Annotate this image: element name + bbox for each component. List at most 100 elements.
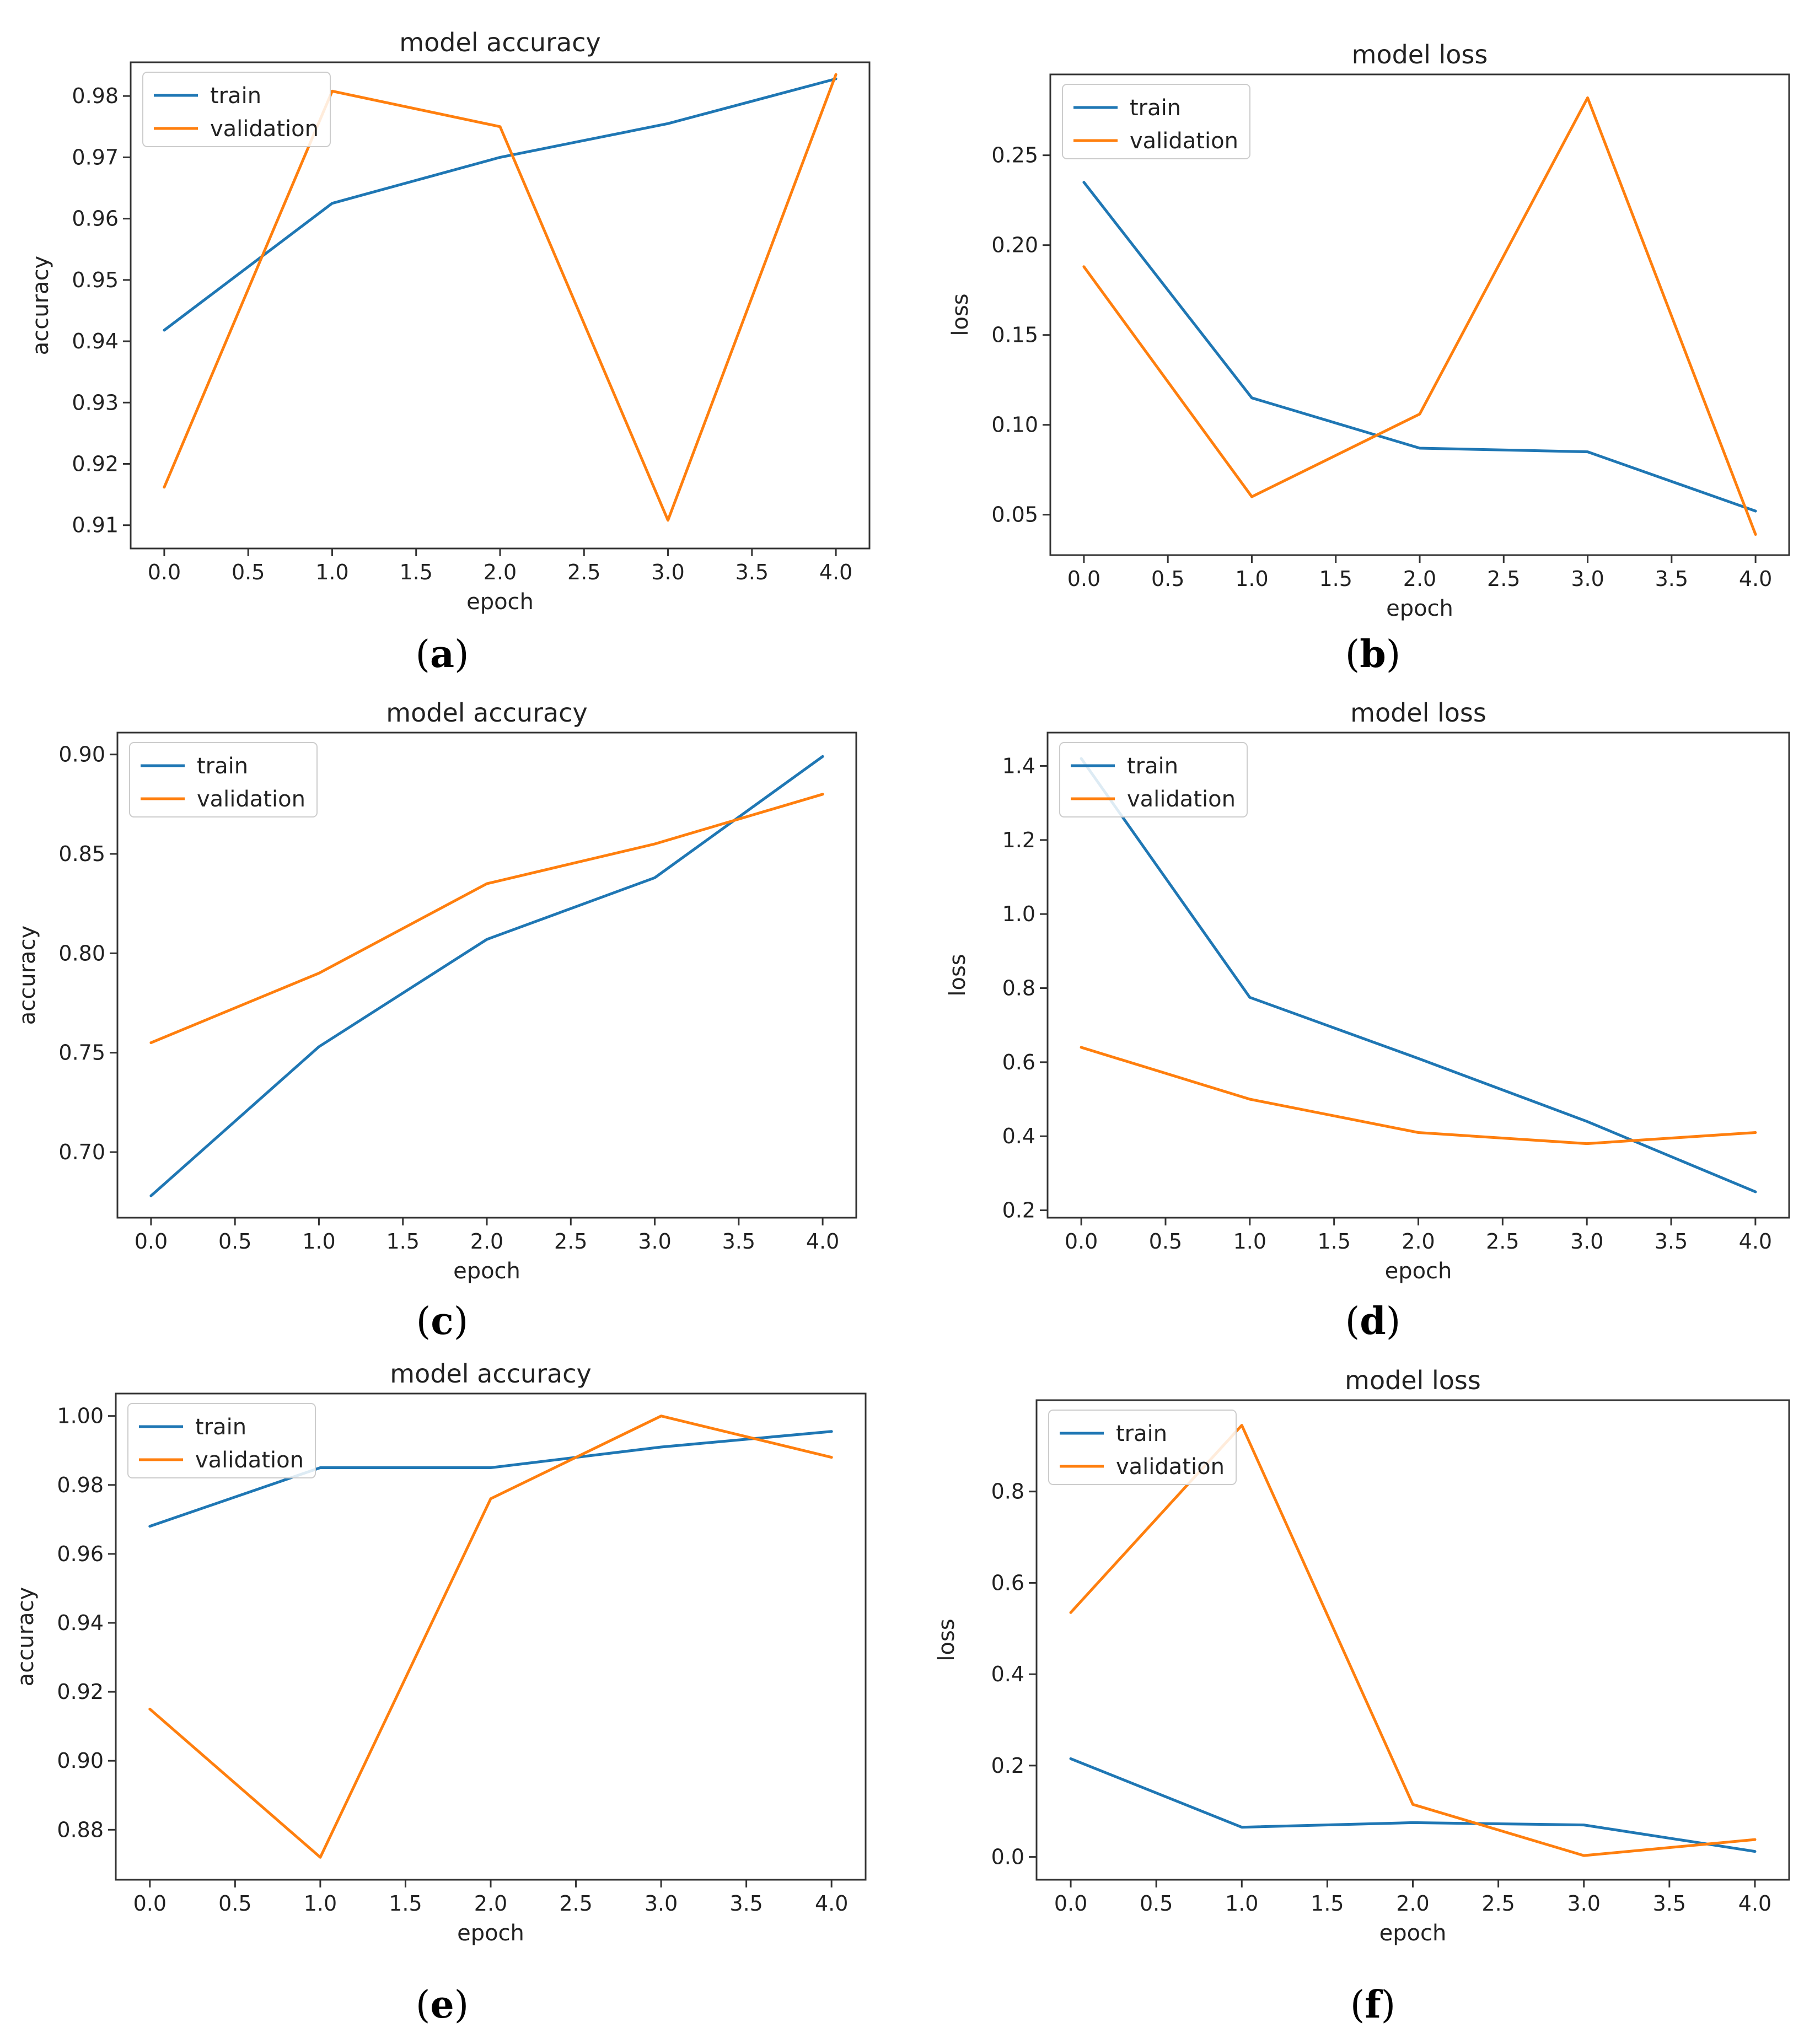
y-axis-label: loss — [934, 1618, 959, 1661]
y-tick-label: 0.91 — [72, 513, 119, 537]
legend-label-validation: validation — [1116, 1454, 1225, 1480]
series-line-validation — [148, 1415, 833, 1859]
y-tick-label: 0.20 — [991, 233, 1038, 257]
x-tick-label: 0.5 — [218, 1229, 251, 1254]
y-tick-label: 0.97 — [72, 145, 119, 169]
y-tick-label: 0.10 — [991, 413, 1038, 437]
y-tick-label: 0.15 — [991, 323, 1038, 347]
x-tick-label: 2.0 — [484, 560, 517, 584]
y-tick-label: 0.0 — [991, 1845, 1024, 1869]
y-tick-label: 0.8 — [991, 1480, 1024, 1504]
legend-label-validation: validation — [1127, 787, 1236, 812]
legend-label-validation: validation — [195, 1448, 304, 1473]
chart-title: model accuracy — [390, 1359, 591, 1389]
y-tick-label: 0.4 — [991, 1662, 1024, 1686]
x-tick-label: 4.0 — [819, 560, 852, 584]
x-tick-label: 2.5 — [1486, 1229, 1519, 1254]
legend-label-train: train — [1116, 1421, 1167, 1446]
chart-title: model accuracy — [399, 28, 600, 57]
x-tick-label: 3.5 — [722, 1229, 755, 1254]
series-line-train — [149, 755, 824, 1197]
x-tick-label: 0.0 — [1067, 567, 1100, 591]
panel-label: (d) — [1345, 1299, 1401, 1343]
y-tick-label: 1.2 — [1002, 828, 1035, 852]
x-tick-label: 1.0 — [1235, 567, 1268, 591]
x-tick-label: 1.5 — [1319, 567, 1352, 591]
y-tick-label: 0.05 — [991, 503, 1038, 527]
panel-label-letter: e — [430, 1983, 454, 2027]
x-tick-label: 1.5 — [400, 560, 433, 584]
x-tick-label: 1.0 — [304, 1891, 337, 1916]
x-tick-label: 1.0 — [1225, 1891, 1258, 1916]
y-tick-label: 0.6 — [991, 1571, 1024, 1595]
x-tick-label: 1.5 — [1311, 1891, 1344, 1916]
chart-panel-d: model loss 0.0 0.5 1.0 1.5 2.0 2.5 3.0 3.5 4.0 0.2… — [945, 698, 1790, 1343]
chart-panel-a: model accuracy 0.0 0.5 1.0 1.5 2.0 2.5 3.0 3.5 4.… — [28, 28, 871, 676]
x-tick-label: 2.5 — [1487, 567, 1520, 591]
series-line-validation — [163, 73, 837, 522]
legend-label-validation: validation — [210, 116, 319, 142]
y-tick-label: 1.0 — [1002, 902, 1035, 926]
chart-title: model loss — [1345, 1365, 1481, 1395]
x-axis-label: epoch — [1386, 596, 1453, 621]
x-tick-label: 3.5 — [729, 1891, 763, 1916]
y-tick-label: 0.6 — [1002, 1050, 1035, 1074]
x-tick-label: 3.0 — [1570, 1229, 1603, 1254]
x-tick-label: 2.0 — [1403, 567, 1436, 591]
x-tick-label: 4.0 — [1738, 1891, 1771, 1916]
series-line-train — [163, 77, 837, 332]
x-tick-label: 0.5 — [232, 560, 265, 584]
y-tick-label: 0.85 — [58, 842, 105, 866]
x-tick-label: 4.0 — [815, 1891, 848, 1916]
x-axis-label: epoch — [1379, 1921, 1447, 1946]
legend-label-train: train — [197, 754, 248, 779]
legend-label-validation: validation — [197, 787, 305, 812]
x-tick-label: 2.0 — [470, 1229, 503, 1254]
y-axis-label: accuracy — [15, 926, 40, 1025]
x-tick-label: 3.0 — [1567, 1891, 1601, 1916]
x-axis-label: epoch — [457, 1921, 524, 1946]
x-tick-label: 3.0 — [1571, 567, 1604, 591]
series-line-train — [1080, 757, 1757, 1193]
x-tick-label: 3.0 — [651, 560, 684, 584]
legend-label-train: train — [195, 1415, 246, 1440]
x-tick-label: 0.0 — [1054, 1891, 1087, 1916]
x-tick-label: 0.0 — [133, 1891, 167, 1916]
legend-label-validation: validation — [1130, 128, 1238, 154]
x-tick-label: 3.5 — [1655, 1229, 1688, 1254]
x-tick-label: 3.0 — [645, 1891, 678, 1916]
y-tick-label: 0.93 — [72, 390, 119, 415]
x-tick-label: 2.0 — [474, 1891, 507, 1916]
y-tick-label: 1.00 — [57, 1404, 104, 1428]
x-tick-label: 2.0 — [1402, 1229, 1435, 1254]
series-line-validation — [149, 793, 824, 1045]
y-tick-label: 0.94 — [57, 1611, 104, 1635]
panel-label: (e) — [416, 1983, 469, 2027]
panel-label-letter: d — [1360, 1299, 1386, 1343]
y-tick-label: 0.8 — [1002, 976, 1035, 1001]
x-tick-label: 3.5 — [1655, 567, 1688, 591]
panel-label-letter: b — [1360, 632, 1386, 676]
panel-label-letter: f — [1365, 1983, 1383, 2027]
x-tick-label: 4.0 — [1739, 567, 1772, 591]
y-tick-label: 0.92 — [72, 452, 119, 476]
x-tick-label: 3.5 — [735, 560, 769, 584]
y-tick-label: 0.98 — [72, 84, 119, 108]
x-tick-label: 1.0 — [315, 560, 348, 584]
series-line-validation — [1080, 1046, 1757, 1145]
y-tick-label: 0.92 — [57, 1680, 104, 1704]
chart-panel-f: model loss 0.0 0.5 1.0 1.5 2.0 2.5 3.0 3.5 4.0 0.0… — [934, 1365, 1790, 2027]
x-tick-label: 1.5 — [386, 1229, 420, 1254]
x-tick-label: 0.5 — [1140, 1891, 1173, 1916]
y-tick-label: 0.90 — [58, 743, 105, 767]
legend-label-train: train — [1130, 95, 1181, 121]
y-tick-label: 0.96 — [57, 1542, 104, 1566]
x-tick-label: 0.5 — [1149, 1229, 1182, 1254]
y-tick-label: 0.75 — [58, 1041, 105, 1065]
x-tick-label: 2.5 — [1481, 1891, 1515, 1916]
x-tick-label: 0.0 — [1065, 1229, 1098, 1254]
x-tick-label: 2.5 — [554, 1229, 587, 1254]
x-axis-label: epoch — [1385, 1258, 1452, 1284]
chart-panel-e: model accuracy 0.0 0.5 1.0 1.5 2.0 2.5 3.0 3.5 4.… — [13, 1359, 867, 2027]
